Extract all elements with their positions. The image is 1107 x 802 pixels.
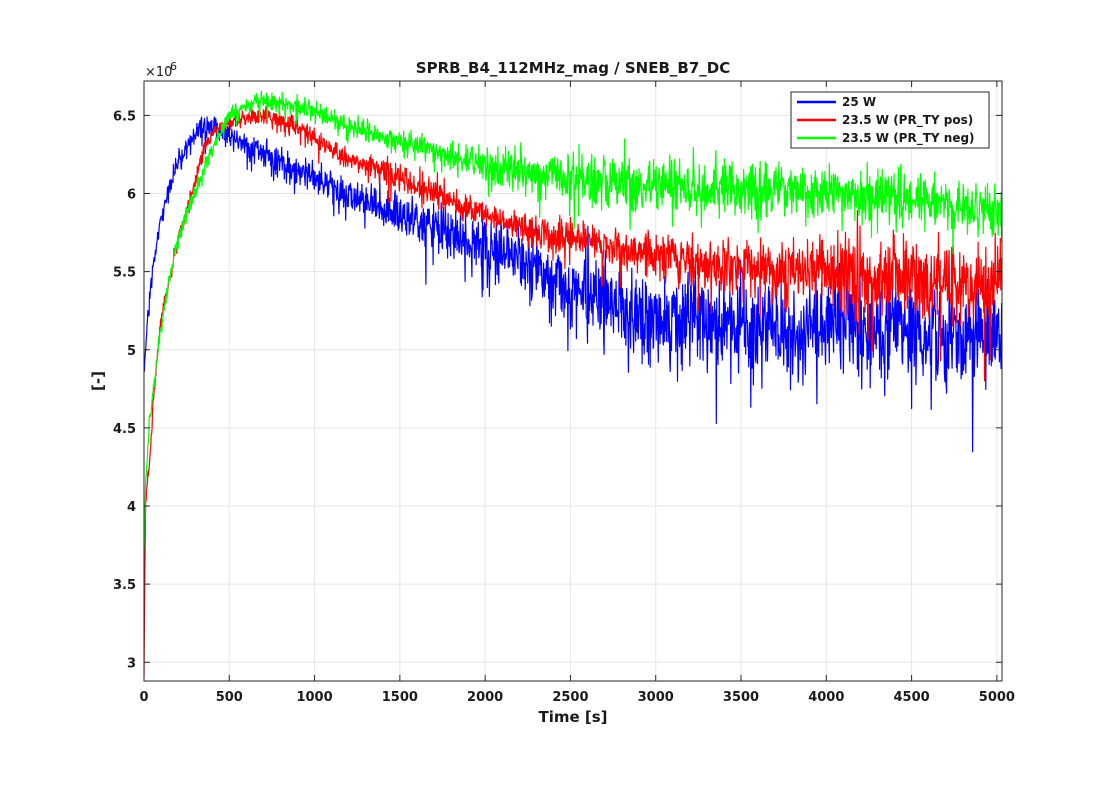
x-tick-label: 4500 <box>894 690 930 705</box>
ticks: 0 500 1000 1500 2000 2500 3000 3500 4000 4500 5000… <box>113 81 1015 705</box>
y-multiplier-exponent: -6 <box>166 60 177 73</box>
y-tick-label: 6.5 <box>113 109 136 124</box>
x-tick-label: 3500 <box>723 690 759 705</box>
x-tick-label: 2000 <box>467 690 503 705</box>
legend-label-pos: 23.5 W (PR_TY pos) <box>842 113 973 128</box>
x-tick-label: 1000 <box>296 690 332 705</box>
y-tick-label: 6 <box>127 188 136 203</box>
y-axis-multiplier: ×10 -6 <box>145 60 177 80</box>
series-neg-line <box>144 90 1002 553</box>
y-tick-label: 5 <box>127 344 136 359</box>
x-tick-label: 3000 <box>638 690 674 705</box>
x-tick-label: 4000 <box>808 690 844 705</box>
y-tick-label: 3.5 <box>113 578 136 593</box>
y-axis-title: [-] <box>89 371 107 391</box>
y-multiplier-base: ×10 <box>145 65 172 80</box>
legend: 25 W 23.5 W (PR_TY pos) 23.5 W (PR_TY ne… <box>790 91 990 149</box>
axes-frame <box>143 80 1003 682</box>
series-pos-line <box>144 104 1002 678</box>
legend-label-neg: 23.5 W (PR_TY neg) <box>842 131 975 146</box>
y-tick-label: 4 <box>127 500 136 515</box>
y-tick-label: 5.5 <box>113 266 136 281</box>
x-tick-label: 2500 <box>552 690 588 705</box>
series-group <box>144 90 1002 678</box>
x-tick-label: 5000 <box>979 690 1015 705</box>
x-axis-title: Time [s] <box>538 708 607 726</box>
x-tick-label: 1500 <box>382 690 418 705</box>
y-tick-label: 3 <box>127 656 136 671</box>
x-tick-label: 0 <box>139 690 148 705</box>
y-tick-label: 4.5 <box>113 422 136 437</box>
plot-area <box>144 81 1002 681</box>
legend-label-25w: 25 W <box>842 95 876 109</box>
chart-title: SPRB_B4_112MHz_mag / SNEB_B7_DC <box>416 59 730 77</box>
x-tick-label: 500 <box>216 690 243 705</box>
